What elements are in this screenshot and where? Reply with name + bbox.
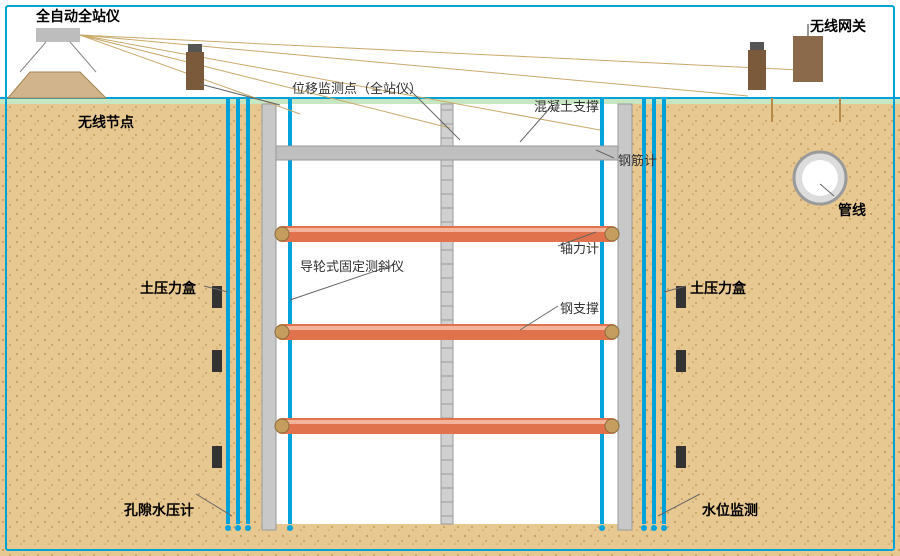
label-water-level: 水位监测 — [702, 500, 758, 520]
label-earth-pressure-right: 土压力盒 — [690, 278, 746, 298]
label-earth-pressure-left: 土压力盒 — [140, 278, 196, 298]
label-wireless-gateway: 无线网关 — [810, 16, 866, 36]
label-total-station: 全自动全站仪 — [36, 6, 120, 26]
label-displacement-point: 位移监测点（全站仪） — [292, 78, 422, 97]
label-steel-strut: 钢支撑 — [560, 298, 599, 317]
label-axial-force: 轴力计 — [560, 238, 599, 257]
diagram-svg — [0, 0, 900, 556]
label-pore-pressure: 孔隙水压计 — [124, 500, 194, 520]
label-rebar-meter: 钢筋计 — [618, 150, 657, 169]
diagram-stage: 全自动全站仪 无线网关 无线节点 位移监测点（全站仪） 混凝土支撑 钢筋计 管线… — [0, 0, 900, 556]
label-pipeline: 管线 — [838, 200, 866, 220]
label-concrete-strut: 混凝土支撑 — [534, 96, 599, 115]
label-inclinometer: 导轮式固定测斜仪 — [300, 256, 404, 275]
label-wireless-node: 无线节点 — [78, 112, 134, 132]
